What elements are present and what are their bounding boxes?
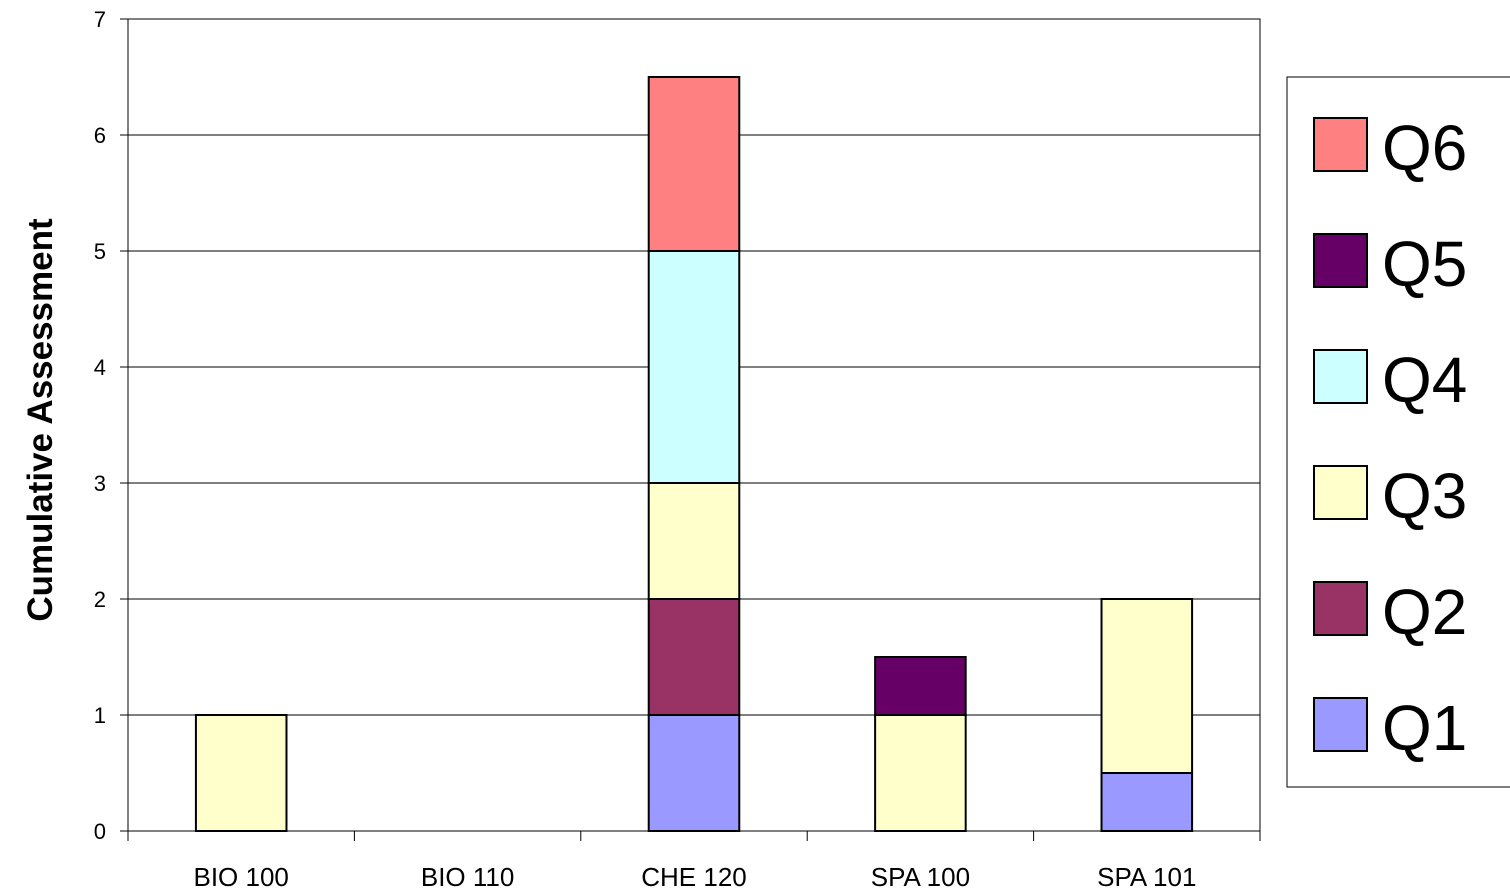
legend-box [1286, 76, 1510, 788]
bar-segment-q1 [1100, 772, 1194, 832]
y-tick-label: 2 [94, 587, 106, 612]
y-tick-label: 4 [94, 355, 106, 380]
legend-swatch [1313, 697, 1368, 752]
legend-label: Q4 [1382, 344, 1467, 416]
legend: Q6 Q5 Q4 Q3 Q2 Q1 [1286, 76, 1510, 788]
x-tick-label: CHE 120 [641, 862, 747, 892]
bar-segment-q3 [647, 482, 741, 600]
x-tick-label: SPA 100 [871, 862, 970, 892]
legend-swatch [1313, 581, 1368, 636]
y-tick-label: 5 [94, 239, 106, 264]
legend-swatch [1313, 349, 1368, 404]
axes: 0 1 2 3 4 5 6 7 BIO 100 BIO 110 CHE 120 SPA 100 SPA … [94, 7, 1261, 892]
bars [194, 76, 1194, 832]
y-tick-label: 7 [94, 7, 106, 32]
y-tick-label: 3 [94, 471, 106, 496]
bar-segment-q3 [1100, 598, 1194, 774]
legend-swatch [1313, 117, 1368, 172]
y-tick-label: 6 [94, 123, 106, 148]
bar-segment-q3 [874, 714, 967, 832]
legend-label: Q3 [1382, 460, 1467, 532]
x-tick-label: BIO 110 [421, 862, 514, 892]
bar-segment-q5 [874, 656, 967, 716]
x-tick-label: BIO 100 [193, 862, 288, 892]
y-tick-label: 1 [94, 703, 106, 728]
legend-label: Q2 [1382, 576, 1467, 648]
bar-segment-q2 [647, 598, 741, 716]
x-tick-label: SPA 101 [1097, 862, 1196, 892]
legend-swatch [1313, 233, 1368, 288]
legend-label: Q6 [1382, 112, 1467, 184]
legend-swatch [1313, 465, 1368, 520]
bar-segment-q4 [647, 250, 741, 484]
y-tick-label: 0 [94, 819, 106, 844]
bar-segment-q1 [647, 714, 741, 832]
y-axis-label: Cumulative Assessment [21, 218, 60, 622]
bar-segment-q3 [194, 714, 288, 832]
legend-label: Q1 [1382, 692, 1467, 764]
bar-segment-q6 [647, 76, 741, 252]
legend-label: Q5 [1382, 228, 1467, 300]
